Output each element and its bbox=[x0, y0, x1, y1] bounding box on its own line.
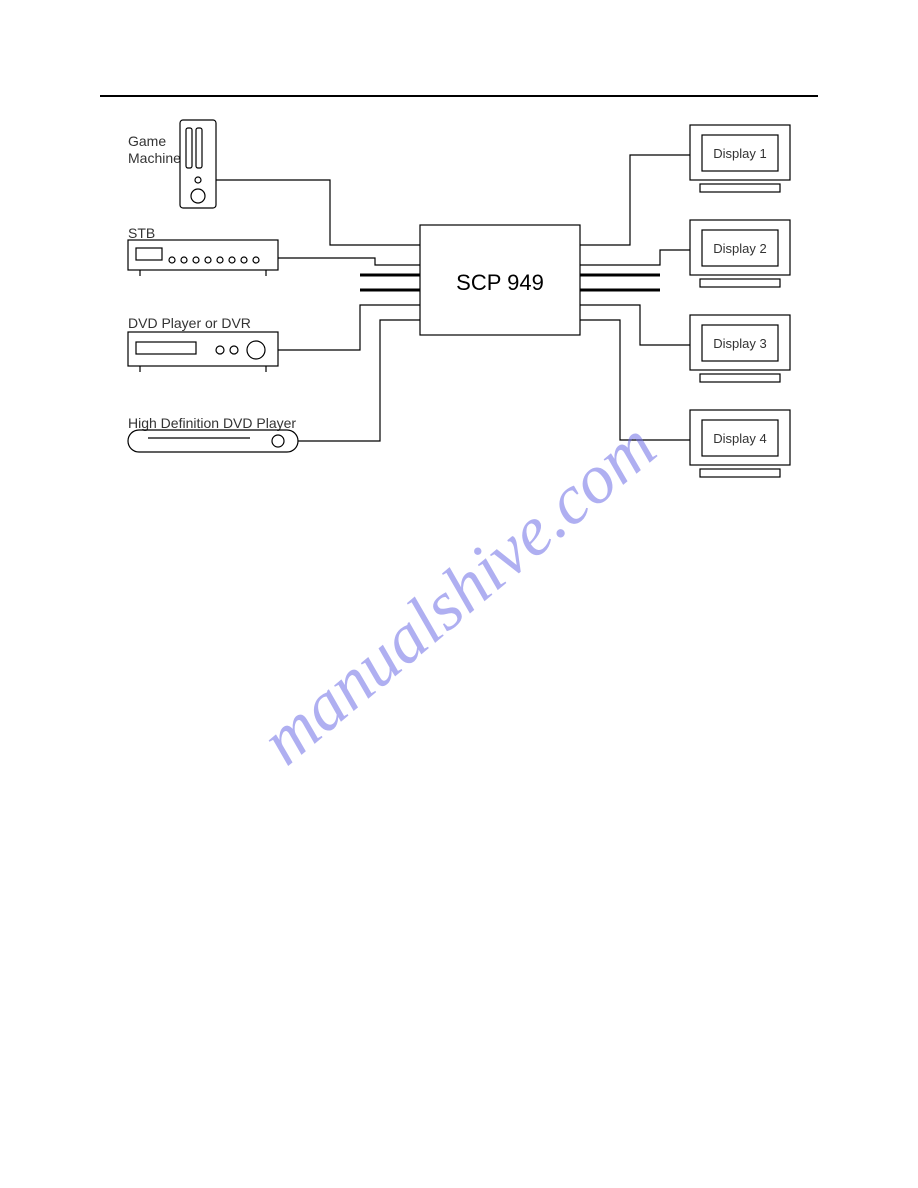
hddvd-icon bbox=[128, 430, 298, 452]
display-2-icon: Display 2 bbox=[690, 220, 790, 287]
display-4-icon: Display 4 bbox=[690, 410, 790, 477]
top-rule bbox=[100, 95, 818, 97]
dvd-icon bbox=[128, 332, 278, 372]
display-1-icon: Display 1 bbox=[690, 125, 790, 192]
display-4-label: Display 4 bbox=[713, 431, 766, 446]
connection-diagram: SCP 949 bbox=[100, 110, 820, 490]
stb-icon bbox=[128, 240, 278, 276]
display-3-icon: Display 3 bbox=[690, 315, 790, 382]
display-3-label: Display 3 bbox=[713, 336, 766, 351]
game-machine-icon bbox=[180, 120, 216, 208]
page: Game Machine STB DVD Player or DVR High … bbox=[0, 0, 918, 1188]
hub-label: SCP 949 bbox=[456, 270, 544, 295]
display-2-label: Display 2 bbox=[713, 241, 766, 256]
display-1-label: Display 1 bbox=[713, 146, 766, 161]
